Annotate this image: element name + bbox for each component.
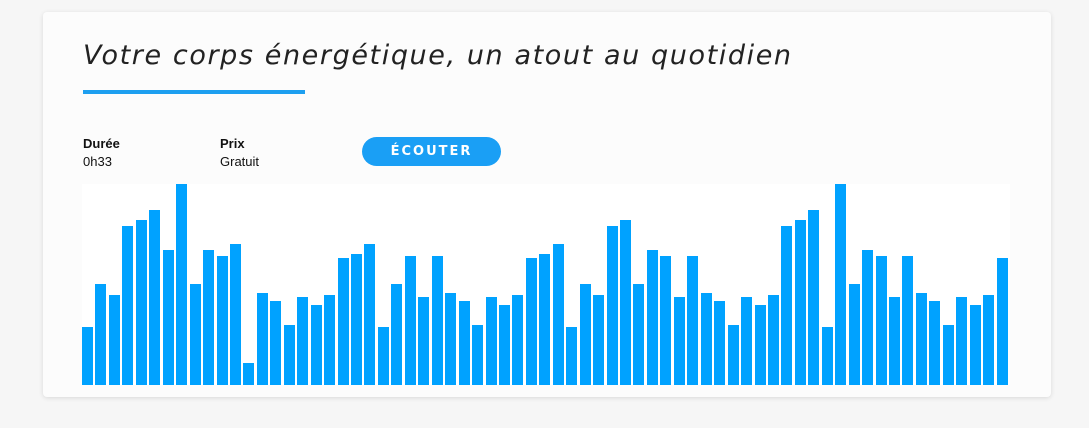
waveform-bar xyxy=(377,327,389,385)
waveform-bar xyxy=(525,258,537,385)
waveform-bar xyxy=(539,254,551,385)
waveform-bar xyxy=(82,327,93,385)
waveform-bar xyxy=(256,293,268,385)
waveform-bar xyxy=(135,220,147,385)
waveform-bar xyxy=(337,258,349,385)
waveform-bar xyxy=(687,256,699,385)
waveform-bar xyxy=(498,305,510,385)
waveform-bar xyxy=(915,293,927,385)
waveform-bar xyxy=(875,256,887,385)
waveform-bar xyxy=(229,244,241,385)
audio-card: Votre corps énergétique, un atout au quo… xyxy=(43,12,1051,397)
price-info: Prix Gratuit xyxy=(220,135,259,171)
waveform-bar xyxy=(324,295,336,385)
waveform-bar xyxy=(404,256,416,385)
duration-value: 0h33 xyxy=(83,154,112,169)
waveform-bar xyxy=(216,256,228,385)
waveform-bar xyxy=(189,284,201,385)
waveform-bar xyxy=(929,301,941,385)
waveform-bar xyxy=(821,327,833,385)
waveform-bar xyxy=(458,301,470,385)
waveform-bar xyxy=(445,293,457,385)
waveform-bar xyxy=(794,220,806,385)
waveform-bar xyxy=(714,301,726,385)
waveform-bar xyxy=(781,226,793,385)
waveform-bar xyxy=(297,297,309,385)
waveform-bar xyxy=(700,293,712,385)
waveform-bar xyxy=(351,254,362,385)
waveform-bar xyxy=(620,220,631,385)
waveform-bar xyxy=(808,210,820,385)
waveform-bar xyxy=(956,297,968,385)
listen-button[interactable]: ÉCOUTER xyxy=(362,137,501,166)
waveform-bar xyxy=(996,258,1008,385)
waveform-bar xyxy=(902,256,914,385)
waveform-bar xyxy=(203,250,215,385)
waveform-bar xyxy=(552,244,564,385)
waveform-bar xyxy=(310,305,322,385)
waveform-bar xyxy=(162,250,174,385)
waveform-bar xyxy=(942,325,954,385)
waveform-bar xyxy=(593,295,605,385)
title-underline xyxy=(83,90,305,94)
waveform-bar xyxy=(889,297,900,385)
page-title: Votre corps énergétique, un atout au quo… xyxy=(83,40,793,71)
waveform-bar xyxy=(767,295,779,385)
waveform-bar xyxy=(149,210,161,385)
duration-info: Durée 0h33 xyxy=(83,135,120,171)
price-label: Prix xyxy=(220,136,245,151)
waveform-bar xyxy=(835,184,847,385)
waveform-bar xyxy=(660,256,672,385)
waveform-bar xyxy=(485,297,497,385)
waveform-bar xyxy=(270,301,282,385)
duration-label: Durée xyxy=(83,136,120,151)
waveform-bar xyxy=(364,244,376,385)
waveform-bar xyxy=(848,284,860,385)
waveform-bar xyxy=(673,297,685,385)
waveform-bar xyxy=(633,284,645,385)
waveform-bar xyxy=(391,284,403,385)
waveform-bar xyxy=(606,226,618,385)
audio-waveform[interactable] xyxy=(82,184,1010,385)
waveform-bar xyxy=(122,226,134,385)
waveform-bar xyxy=(969,305,981,385)
waveform-bar xyxy=(727,325,739,385)
waveform-bar xyxy=(472,325,484,385)
price-value: Gratuit xyxy=(220,154,260,169)
waveform-bar xyxy=(862,250,874,385)
waveform-bar xyxy=(566,327,578,385)
waveform-bar xyxy=(754,305,766,385)
waveform-bar xyxy=(108,295,120,385)
waveform-bar xyxy=(418,297,430,385)
waveform-bar xyxy=(243,363,255,385)
waveform-bar xyxy=(283,325,295,385)
waveform-bar xyxy=(176,184,188,385)
waveform-bar xyxy=(646,250,658,385)
waveform-bar xyxy=(579,284,591,385)
waveform-bar xyxy=(512,295,524,385)
waveform-bar xyxy=(983,295,995,385)
waveform-bar xyxy=(95,284,107,385)
waveform-bar xyxy=(431,256,443,385)
waveform-bar xyxy=(741,297,753,385)
